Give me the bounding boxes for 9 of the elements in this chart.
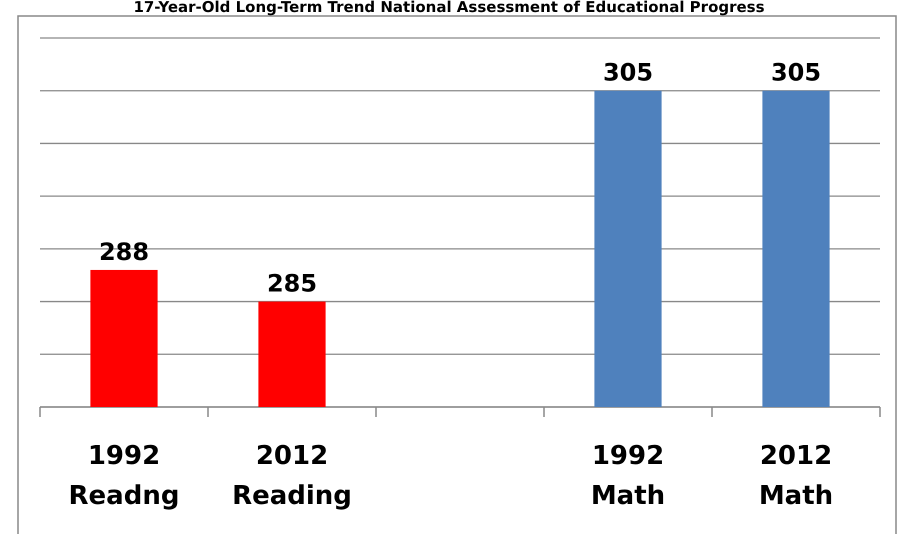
x-tick-label: 2012 Reading [232,441,352,511]
x-tick-label: 1992 Readng [68,441,180,511]
data-label: 305 [770,58,822,87]
x-tick-label: 1992 Math [590,441,666,511]
chart-title: 17-Year-Old Long-Term Trend National Assessment of Educational Progress [133,0,765,16]
data-label: 285 [266,270,318,298]
x-tick-label: 2012 Math [758,441,834,511]
data-label: 305 [602,58,654,87]
data-label: 288 [98,238,150,266]
